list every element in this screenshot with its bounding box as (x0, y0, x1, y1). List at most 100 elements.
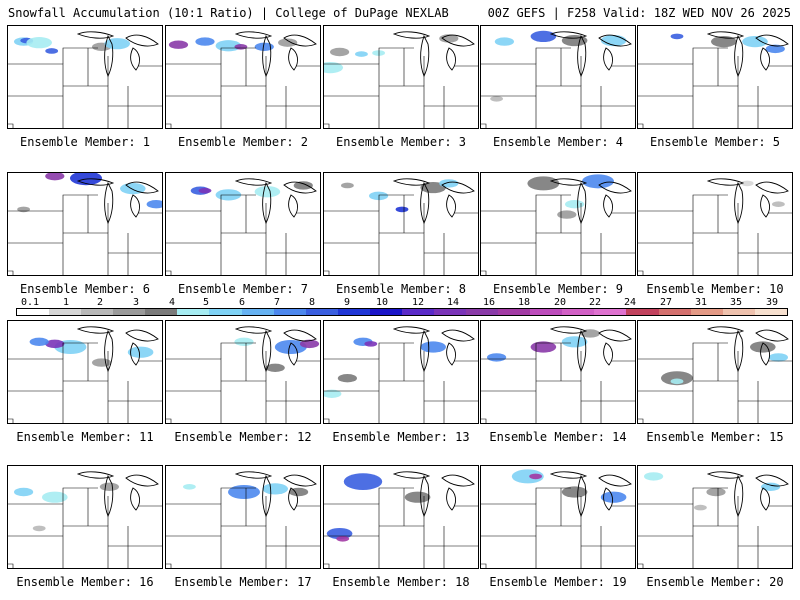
great-lake-outline (130, 47, 140, 71)
snowfall-area (565, 200, 585, 209)
great-lake-outline (262, 34, 272, 78)
great-lake-outline (130, 342, 140, 366)
legend-color-bar (16, 308, 788, 316)
snowfall-area (490, 96, 503, 102)
great-lake-outline (441, 474, 475, 487)
great-lake-outline (234, 326, 273, 334)
member-label: Ensemble Member: 14 (489, 430, 627, 444)
snowfall-area (487, 353, 507, 362)
snowfall-area (395, 206, 409, 213)
state-border (62, 47, 98, 64)
snowfall-map (638, 326, 792, 423)
snowfall-area (600, 34, 627, 47)
snowfall-area (706, 487, 726, 497)
member-label: Ensemble Member: 11 (16, 430, 154, 444)
state-border (692, 342, 728, 359)
legend-swatch (466, 309, 499, 315)
great-lake-outline (603, 47, 613, 71)
legend-tick-label: 31 (694, 297, 708, 308)
snowfall-area (694, 504, 707, 511)
legend-tick-label: 18 (517, 297, 531, 308)
state-border (481, 418, 487, 423)
snowfall-area (369, 191, 389, 201)
great-lake-outline (598, 181, 632, 194)
snowfall-area (228, 485, 260, 499)
snowfall-area (740, 180, 754, 187)
snowfall-area (439, 34, 459, 43)
state-border (693, 85, 739, 128)
legend-swatch (49, 309, 82, 315)
member-map-panel (637, 320, 793, 424)
state-border (8, 270, 14, 275)
snowfall-area (293, 181, 313, 190)
great-lake-outline (283, 474, 317, 487)
legend-swatch (305, 309, 338, 315)
great-lake-outline (706, 471, 745, 479)
snowfall-area (330, 47, 350, 57)
state-border (692, 194, 728, 211)
legend-swatch (434, 309, 467, 315)
great-lake-outline (234, 31, 273, 39)
great-lake-outline (755, 34, 789, 47)
legend-swatch (658, 309, 691, 315)
snowfall-area (529, 473, 542, 480)
great-lake-outline (577, 181, 587, 225)
state-border (166, 63, 222, 128)
snowfall-area (198, 187, 212, 194)
state-border (220, 194, 256, 211)
legend-tick-label: 22 (588, 297, 602, 308)
snowfall-map (481, 30, 635, 128)
snowfall-area (146, 200, 162, 209)
great-lake-outline (420, 329, 430, 373)
great-lake-outline (262, 181, 272, 225)
member-map-panel (7, 25, 163, 129)
state-border (638, 418, 644, 423)
snowfall-area (343, 473, 383, 490)
legend-swatch (337, 309, 370, 315)
great-lake-outline (392, 326, 431, 334)
snowfall-map (481, 326, 635, 423)
snowfall-map (8, 471, 162, 568)
legend-tick-label: 3 (132, 297, 140, 308)
state-border (638, 563, 644, 568)
state-border (166, 210, 222, 275)
legend-swatch (754, 309, 787, 315)
great-lake-outline (234, 471, 273, 479)
legend-tick-label: 16 (482, 297, 496, 308)
legend-tick-label: 1 (62, 297, 70, 308)
legend-tick-label: 9 (343, 297, 351, 308)
great-lake-outline (441, 329, 475, 342)
snowfall-area (183, 484, 196, 490)
member-map-panel (323, 320, 479, 424)
state-border (535, 487, 571, 504)
snowfall-area (32, 525, 46, 532)
great-lake-outline (734, 474, 744, 518)
great-lake-outline (420, 181, 430, 225)
member-label: Ensemble Member: 6 (19, 282, 151, 296)
great-lake-outline (549, 471, 588, 479)
member-map-panel (323, 25, 479, 129)
snowfall-area (324, 62, 344, 74)
state-border (221, 232, 267, 275)
legend-tick-label: 35 (729, 297, 743, 308)
state-border (324, 210, 380, 275)
snowfall-area (195, 37, 215, 46)
state-border (324, 563, 330, 568)
state-border (692, 487, 728, 504)
great-lake-outline (706, 326, 745, 334)
snowfall-area (404, 491, 431, 503)
great-lake-outline (392, 31, 431, 39)
great-lake-outline (760, 342, 770, 366)
great-lake-outline (706, 178, 745, 186)
great-lake-outline (125, 474, 159, 487)
member-label: Ensemble Member: 8 (335, 282, 467, 296)
legend-swatch (401, 309, 435, 315)
member-label: Ensemble Member: 17 (174, 575, 312, 589)
snowfall-area (168, 40, 189, 49)
state-border (63, 85, 109, 128)
snowfall-area (14, 487, 34, 497)
snowfall-area (761, 482, 781, 491)
state-border (693, 525, 739, 568)
great-lake-outline (76, 471, 115, 479)
member-map-panel (165, 465, 321, 569)
